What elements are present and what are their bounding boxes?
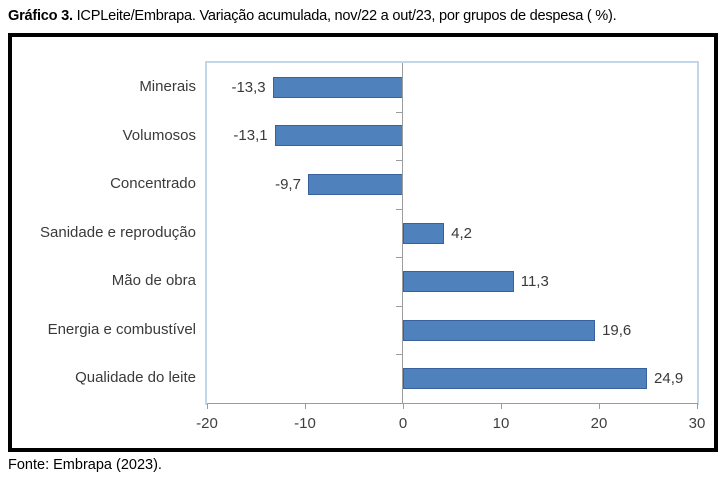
x-tick-label: -20 [196, 415, 218, 432]
source-note: Fonte: Embrapa (2023). [8, 457, 162, 473]
x-tick-label: 20 [590, 415, 608, 432]
bar-value-label: -9,7 [275, 175, 301, 193]
category-label: Energia e combustível [47, 320, 196, 338]
x-tick-mark [501, 403, 502, 409]
bar [274, 125, 403, 147]
bar [403, 319, 596, 341]
x-tick-label: -10 [294, 415, 316, 432]
chart-title-text: ICPLeite/Embrapa. Variação acumulada, no… [72, 8, 617, 24]
category-tick-mark [396, 160, 402, 162]
category-label: Mão de obra [111, 272, 196, 290]
plot-area [205, 61, 699, 405]
category-label: Minerais [139, 78, 196, 95]
bar-value-label: 11,3 [520, 273, 549, 291]
bar-value-label: 19,6 [602, 321, 632, 339]
zero-axis-line [402, 63, 403, 403]
category-tick-mark [396, 111, 402, 113]
category-label: Sanidade e reprodução [40, 223, 196, 241]
category-tick-mark [396, 208, 402, 210]
x-tick-label: 30 [688, 415, 706, 432]
bar-value-label: 4,2 [451, 224, 473, 242]
x-tick-label: 0 [398, 415, 408, 432]
category-tick-mark [396, 257, 402, 259]
x-axis-line [207, 403, 697, 404]
x-tick-label: 10 [492, 415, 510, 432]
category-label: Qualidade do leite [75, 369, 196, 387]
x-tick-mark [697, 403, 698, 409]
bar [272, 76, 403, 98]
bar [403, 368, 648, 390]
bar-value-label: -13,3 [231, 78, 266, 96]
category-tick-mark [396, 305, 402, 307]
bar [403, 222, 445, 244]
chart-title: Gráfico 3. ICPLeite/Embrapa. Variação ac… [8, 8, 723, 24]
x-tick-mark [403, 403, 404, 409]
x-tick-mark [599, 403, 600, 409]
bar [307, 173, 403, 195]
category-tick-mark [396, 354, 402, 356]
category-label: Concentrado [110, 175, 196, 193]
bar-value-label: -13,1 [233, 127, 268, 145]
chart-title-prefix: Gráfico 3. [8, 8, 73, 24]
bar [403, 271, 514, 293]
x-tick-mark [207, 403, 208, 409]
bar-value-label: 24,9 [654, 370, 684, 388]
x-tick-mark [305, 403, 306, 409]
category-label: Volumosos [122, 126, 196, 144]
